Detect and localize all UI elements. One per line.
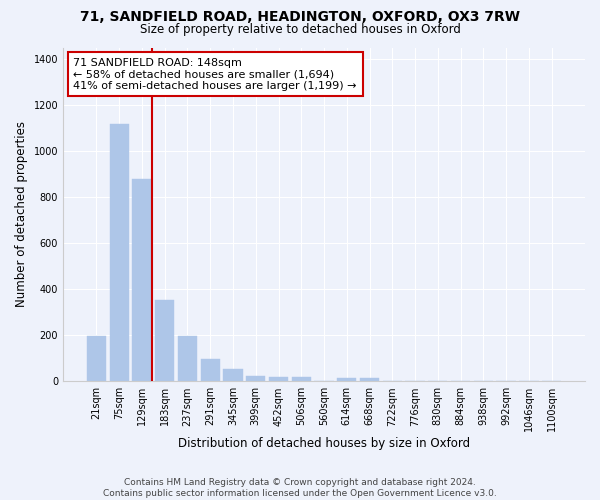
Bar bbox=[360, 378, 379, 382]
Text: 71 SANDFIELD ROAD: 148sqm
← 58% of detached houses are smaller (1,694)
41% of se: 71 SANDFIELD ROAD: 148sqm ← 58% of detac… bbox=[73, 58, 357, 90]
Bar bbox=[200, 359, 220, 382]
Bar bbox=[110, 124, 129, 382]
Bar bbox=[132, 180, 152, 382]
Bar bbox=[269, 376, 288, 382]
Text: 71, SANDFIELD ROAD, HEADINGTON, OXFORD, OX3 7RW: 71, SANDFIELD ROAD, HEADINGTON, OXFORD, … bbox=[80, 10, 520, 24]
Bar bbox=[87, 336, 106, 382]
Y-axis label: Number of detached properties: Number of detached properties bbox=[15, 122, 28, 308]
Bar bbox=[337, 378, 356, 382]
Text: Size of property relative to detached houses in Oxford: Size of property relative to detached ho… bbox=[140, 22, 460, 36]
Text: Contains HM Land Registry data © Crown copyright and database right 2024.
Contai: Contains HM Land Registry data © Crown c… bbox=[103, 478, 497, 498]
X-axis label: Distribution of detached houses by size in Oxford: Distribution of detached houses by size … bbox=[178, 437, 470, 450]
Bar bbox=[223, 368, 242, 382]
Bar bbox=[292, 378, 311, 382]
Bar bbox=[178, 336, 197, 382]
Bar bbox=[155, 300, 175, 382]
Bar bbox=[246, 376, 265, 382]
